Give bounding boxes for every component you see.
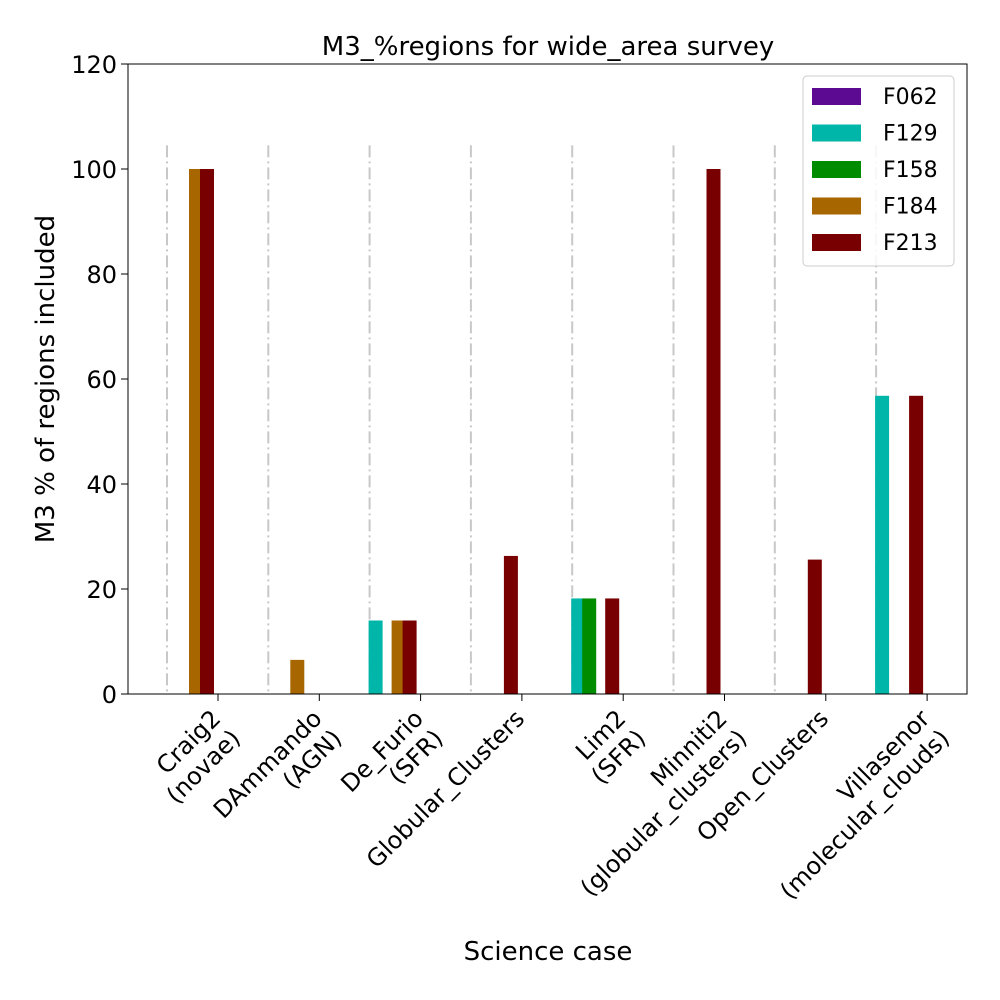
x-tick-label: DAmmando(AGN) [208, 704, 347, 843]
bar-f184 [391, 620, 406, 694]
bar-f213 [605, 598, 620, 694]
bar-f213 [909, 395, 924, 694]
bar-f129 [875, 395, 890, 694]
legend-swatch-f062 [812, 88, 861, 105]
legend: F062 F129 F158 F184 F213 [802, 75, 955, 267]
legend-box [802, 75, 955, 267]
y-axis: 0 20 40 60 80 100 120 [71, 51, 128, 709]
legend-swatch-f184 [812, 197, 861, 215]
legend-swatch-f213 [812, 234, 861, 251]
legend-label-f158: F158 [883, 158, 938, 183]
bars [189, 169, 924, 694]
bar-f213 [807, 559, 822, 694]
legend-label-f062: F062 [883, 85, 938, 110]
y-axis-label: M3 % of regions included [31, 215, 61, 543]
legend-swatch-f129 [812, 124, 861, 142]
x-axis-label: Science case [464, 937, 633, 967]
y-tick-label: 100 [71, 156, 117, 184]
legend-label-f184: F184 [883, 195, 938, 220]
bar-f213 [706, 169, 721, 694]
legend-label-f129: F129 [883, 122, 938, 147]
legend-label-f213: F213 [883, 231, 938, 256]
y-tick-label: 80 [86, 261, 117, 289]
x-axis: Craig2(novae)DAmmando(AGN)De_Furio(SFR)G… [151, 694, 955, 905]
y-tick-label: 40 [86, 471, 117, 499]
x-tick-label: Lim2(SFR) [566, 704, 651, 789]
bar-f158 [582, 598, 597, 694]
bar-f129 [368, 620, 383, 694]
y-tick-label: 0 [102, 681, 117, 709]
legend-swatch-f158 [812, 161, 861, 178]
bar-f213 [200, 169, 214, 694]
y-tick-label: 60 [86, 366, 117, 394]
bar-f184 [290, 659, 305, 694]
y-tick-label: 20 [86, 576, 117, 604]
bar-f184 [189, 169, 203, 694]
bar-f129 [571, 598, 586, 694]
y-tick-label: 120 [71, 51, 117, 79]
bar-f213 [503, 555, 518, 694]
category-separators [166, 145, 878, 694]
bar-f213 [402, 620, 417, 694]
chart-title: M3_%regions for wide_area survey [322, 32, 774, 62]
